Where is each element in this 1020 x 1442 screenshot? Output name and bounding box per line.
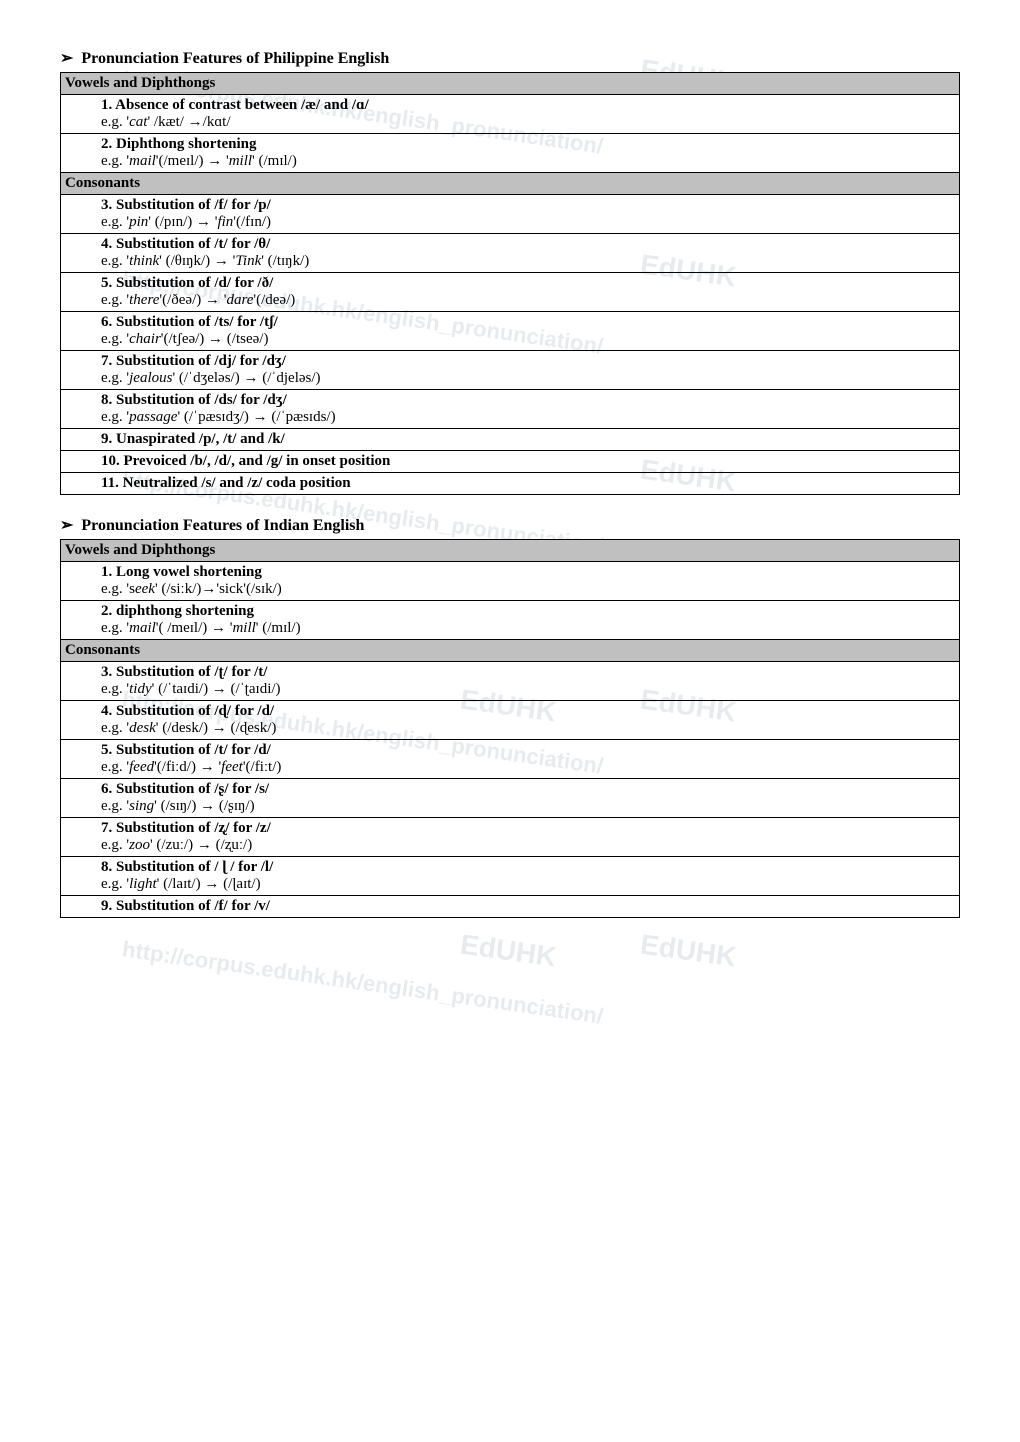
watermark: EdUHK <box>458 928 558 973</box>
feature-title: 1. Long vowel shortening <box>101 564 262 580</box>
table-philippine: Vowels and Diphthongs 1. Absence of cont… <box>60 72 960 495</box>
table-row: 3. Substitution of /ʈ/ for /t/ e.g. 'tid… <box>61 662 960 701</box>
feature-title: 5. Substitution of /t/ for /d/ <box>101 742 271 758</box>
feature-example: e.g. 'mail'(/meɪl/) → 'mill' (/mɪl/) <box>101 153 297 169</box>
table-row: 1. Long vowel shortening e.g. 'seek' (/s… <box>61 562 960 601</box>
header-consonants-1: Consonants <box>61 173 960 195</box>
table-row: 2. Diphthong shortening e.g. 'mail'(/meɪ… <box>61 134 960 173</box>
feature-title: 8. Substitution of /ds/ for /dʒ/ <box>101 392 287 408</box>
feature-example: e.g. 'desk' (/desk/) → (/ɖesk/) <box>101 720 276 736</box>
table-row: 11. Neutralized /s/ and /z/ coda positio… <box>61 473 960 495</box>
feature-example: e.g. 'cat' /kæt/ →/kɑt/ <box>101 114 231 130</box>
feature-example: e.g. 'think' (/θɪŋk/) → 'Tink' (/tɪŋk/) <box>101 253 309 269</box>
watermark: http://corpus.eduhk.hk/english_pronuncia… <box>121 936 605 1029</box>
feature-title: 2. Diphthong shortening <box>101 136 256 152</box>
feature-example: e.g. 'sing' (/sɪŋ/) → (/ʂɪŋ/) <box>101 798 255 814</box>
table-row: 8. Substitution of /ds/ for /dʒ/ e.g. 'p… <box>61 390 960 429</box>
feature-example: e.g. 'pin' (/pɪn/) → 'fin'(/fɪn/) <box>101 214 271 230</box>
table-row: 9. Substitution of /f/ for /v/ <box>61 896 960 918</box>
watermark: EdUHK <box>638 928 738 973</box>
table-row: 6. Substitution of /ts/ for /tʃ/ e.g. 'c… <box>61 312 960 351</box>
feature-example: e.g. 'light' (/laɪt/) → (/ɭaɪt/) <box>101 876 261 892</box>
header-vowels-2: Vowels and Diphthongs <box>61 540 960 562</box>
table-row: 2. diphthong shortening e.g. 'mail'( /me… <box>61 601 960 640</box>
feature-title: 9. Substitution of /f/ for /v/ <box>101 898 270 914</box>
feature-example: e.g. 'jealous' (/ˈdʒeləs/) → (/ˈdjeləs/) <box>101 370 321 386</box>
table-row: 3. Substitution of /f/ for /p/ e.g. 'pin… <box>61 195 960 234</box>
section-1-title: Pronunciation Features of Philippine Eng… <box>84 48 960 68</box>
table-row: 4. Substitution of /ɖ/ for /d/ e.g. 'des… <box>61 701 960 740</box>
table-row: 4. Substitution of /t/ for /θ/ e.g. 'thi… <box>61 234 960 273</box>
feature-title: 2. diphthong shortening <box>101 603 254 619</box>
table-row: 9. Unaspirated /p/, /t/ and /k/ <box>61 429 960 451</box>
table-row: 5. Substitution of /d/ for /ð/ e.g. 'the… <box>61 273 960 312</box>
section-2-title: Pronunciation Features of Indian English <box>84 515 960 535</box>
feature-title: 7. Substitution of /ʐ/ for /z/ <box>101 820 271 836</box>
table-row: 7. Substitution of /ʐ/ for /z/ e.g. 'zoo… <box>61 818 960 857</box>
feature-title: 9. Unaspirated /p/, /t/ and /k/ <box>101 431 285 447</box>
feature-title: 7. Substitution of /dj/ for /dʒ/ <box>101 353 286 369</box>
feature-title: 11. Neutralized /s/ and /z/ coda positio… <box>101 475 351 491</box>
table-row: 1. Absence of contrast between /æ/ and /… <box>61 95 960 134</box>
feature-example: e.g. 'passage' (/ˈpæsɪdʒ/) → (/ˈpæsɪds/) <box>101 409 336 425</box>
feature-example: e.g. 'feed'(/fiːd/) → 'feet'(/fiːt/) <box>101 759 281 775</box>
table-row: 5. Substitution of /t/ for /d/ e.g. 'fee… <box>61 740 960 779</box>
table-row: 10. Prevoiced /b/, /d/, and /g/ in onset… <box>61 451 960 473</box>
feature-title: 4. Substitution of /ɖ/ for /d/ <box>101 703 274 719</box>
table-row: 7. Substitution of /dj/ for /dʒ/ e.g. 'j… <box>61 351 960 390</box>
feature-title: 1. Absence of contrast between /æ/ and /… <box>101 97 369 113</box>
feature-title: 4. Substitution of /t/ for /θ/ <box>101 236 270 252</box>
feature-example: e.g. 'seek' (/siːk/)→'sick'(/sɪk/) <box>101 581 282 597</box>
feature-example: e.g. 'zoo' (/zuː/) → (/ʐuː/) <box>101 837 252 853</box>
feature-title: 8. Substitution of / ɭ / for /l/ <box>101 859 273 875</box>
table-row: 8. Substitution of / ɭ / for /l/ e.g. 'l… <box>61 857 960 896</box>
feature-title: 3. Substitution of /ʈ/ for /t/ <box>101 664 267 680</box>
feature-example: e.g. 'there'(/ðeə/) → 'dare'(/deə/) <box>101 292 295 308</box>
table-row: 6. Substitution of /ʂ/ for /s/ e.g. 'sin… <box>61 779 960 818</box>
header-consonants-2: Consonants <box>61 640 960 662</box>
feature-title: 6. Substitution of /ts/ for /tʃ/ <box>101 314 278 330</box>
feature-example: e.g. 'chair'(/tʃeə/) → (/tseə/) <box>101 331 268 347</box>
feature-title: 5. Substitution of /d/ for /ð/ <box>101 275 273 291</box>
feature-title: 3. Substitution of /f/ for /p/ <box>101 197 271 213</box>
feature-example: e.g. 'mail'( /meɪl/) → 'mill' (/mɪl/) <box>101 620 301 636</box>
feature-example: e.g. 'tidy' (/ˈtaɪdi/) → (/ˈʈaɪdi/) <box>101 681 281 697</box>
header-vowels-1: Vowels and Diphthongs <box>61 73 960 95</box>
feature-title: 6. Substitution of /ʂ/ for /s/ <box>101 781 269 797</box>
table-indian: Vowels and Diphthongs 1. Long vowel shor… <box>60 539 960 918</box>
feature-title: 10. Prevoiced /b/, /d/, and /g/ in onset… <box>101 453 390 469</box>
